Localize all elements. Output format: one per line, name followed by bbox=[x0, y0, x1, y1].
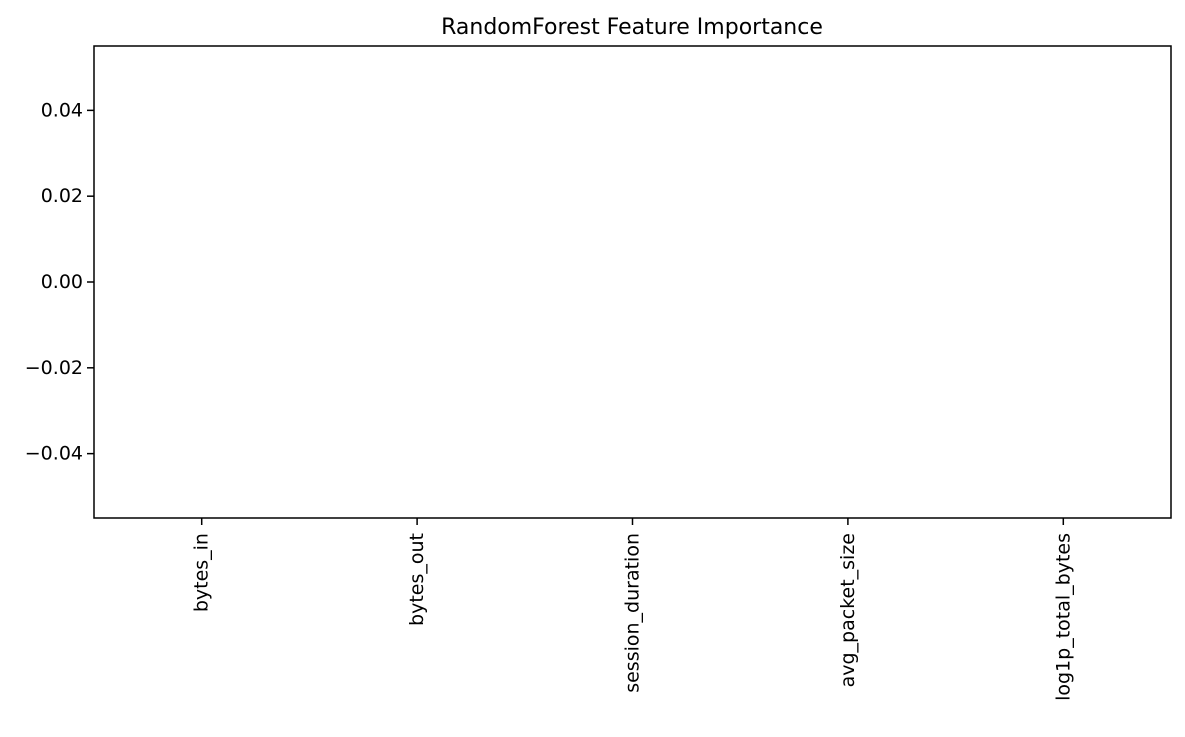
plot-frame bbox=[93, 45, 1172, 519]
y-tick-label: −0.04 bbox=[25, 443, 83, 465]
x-tick-label: bytes_out bbox=[406, 533, 428, 626]
x-tick-label: avg_packet_size bbox=[837, 533, 859, 687]
x-tick-label: session_duration bbox=[622, 533, 644, 693]
y-tick-label: 0.02 bbox=[41, 185, 83, 207]
x-tick-label: log1p_total_bytes bbox=[1052, 533, 1074, 701]
y-tick-label: −0.02 bbox=[25, 357, 83, 379]
y-tick-label: 0.00 bbox=[41, 271, 83, 293]
chart-title: RandomForest Feature Importance bbox=[441, 15, 823, 40]
x-axis: bytes_in bytes_out session_duration avg_pac… bbox=[191, 518, 1074, 701]
x-tick-label: bytes_in bbox=[191, 533, 213, 612]
y-axis: −0.04 −0.02 0.00 0.02 0.04 bbox=[25, 99, 94, 465]
y-tick-label: 0.04 bbox=[41, 99, 83, 121]
